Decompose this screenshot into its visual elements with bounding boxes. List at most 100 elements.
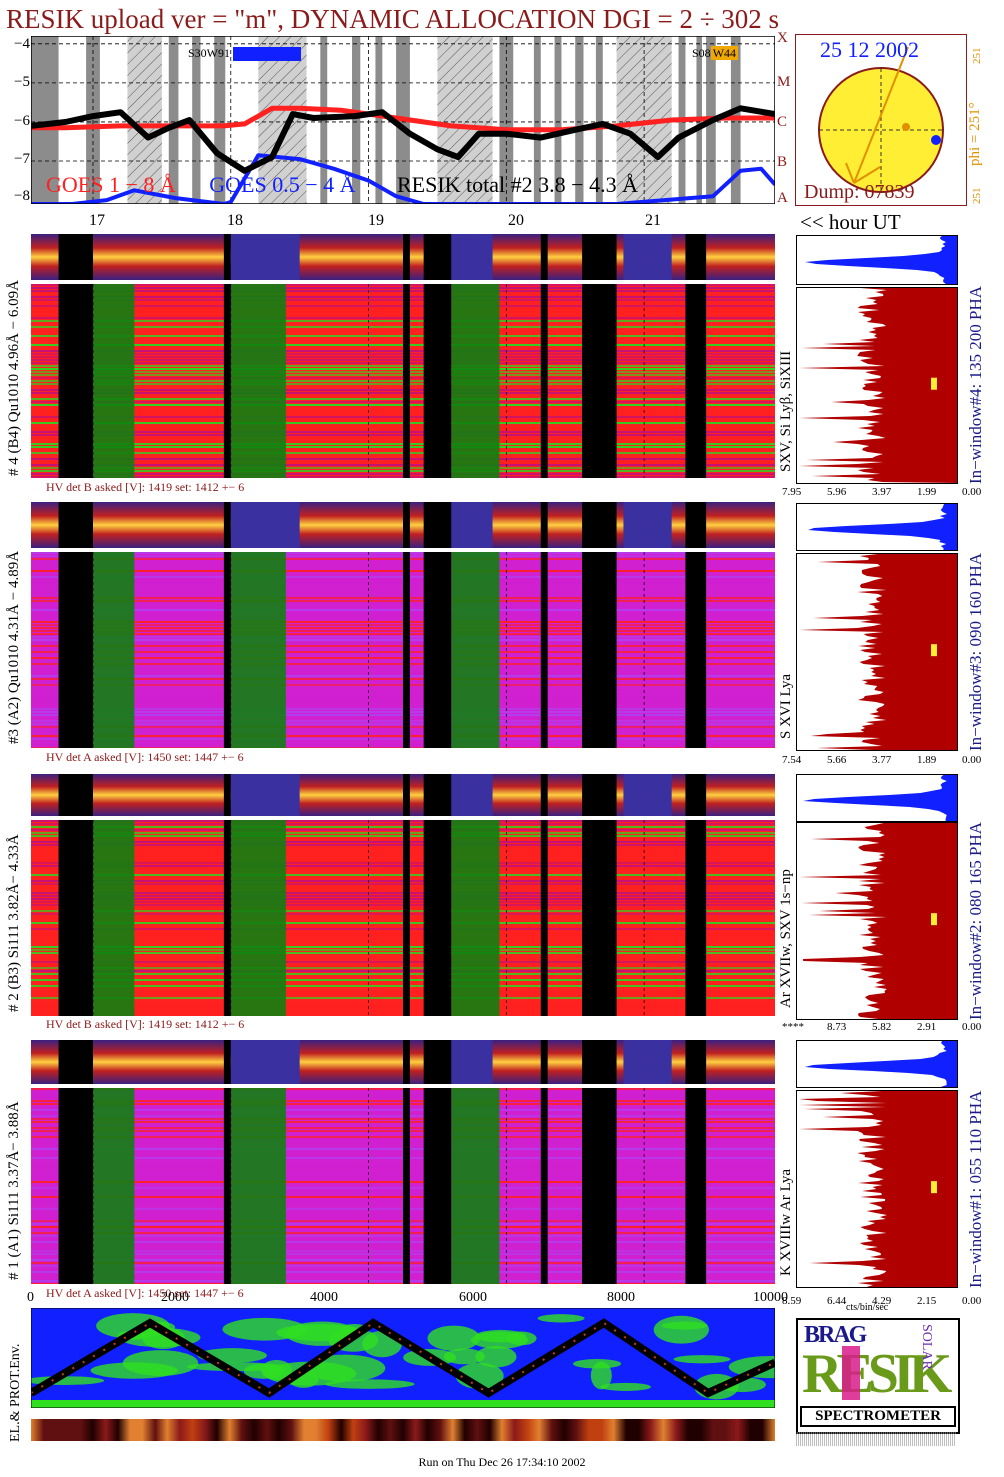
env-x-tick: 2000 [161,1290,189,1305]
pha-spectrum-fill [808,504,957,550]
pha-tick: 0.00 [962,1021,982,1033]
series-line-1 [31,153,775,204]
channel-2-overview-strip [31,774,775,816]
low-count-band [93,1088,135,1284]
quiet-band [444,234,493,280]
channel-2-window-label: In−window#2: 080 165 PHA [966,821,985,1020]
channel-4-window-label: In−window#4: 135 200 PHA [966,285,985,484]
page-title: RESIK upload ver = "m", DYNAMIC ALLOCATI… [6,4,780,34]
channel-2-pha-spectrum [796,774,958,822]
goes-lightcurve-plot [31,36,775,204]
pha-tick: 7.54 [782,754,802,766]
run-timestamp: Run on Thu Dec 26 17:34:10 2002 [418,1455,586,1469]
pha-tick: 8.73 [827,1021,847,1033]
pha-tick: 0.00 [962,754,982,766]
data-gap-band [423,234,452,280]
class-m: M [777,74,791,90]
data-gap-band [582,502,617,548]
marker-right-badge: W44 [710,46,739,60]
env-flux-patch [653,1315,709,1344]
data-gap-band [168,36,179,204]
env-flux-patch [475,1346,517,1368]
sun-date: 25 12 2002 [820,37,919,62]
in-window-marker [931,644,937,657]
sun-disk-panel: 25 12 2002 Dump: 07839 [795,34,967,206]
data-gap-band [223,820,231,1016]
channel-1-label: # 1 (A1) Si111 3.37Å− 3.88Å [6,1101,22,1280]
logo-spectrometer: SPECTROMETER [800,1406,956,1427]
low-count-band [230,820,286,1016]
data-gap-band [540,774,548,816]
data-gap-band [540,1088,548,1284]
data-gap-band [58,552,93,748]
sun-disk [818,46,944,193]
channel-4-hv-note: HV det B asked [V]: 1419 set: 1412 +− 6 [46,480,245,494]
low-count-band [451,284,500,478]
in-window-marker [931,377,937,390]
pha-tick: 3.97 [872,486,892,498]
pha-tick: 5.82 [872,1021,892,1033]
histogram-fill [799,823,957,1019]
channel-2-lines-label: Ar XVIIw, SXV 1s−np [778,869,794,1008]
channel-3-window-label: In−window#3: 090 160 PHA [966,552,985,751]
data-gap-band [685,820,707,1016]
data-gap-band [685,1088,707,1284]
channel-3-overview-strip [31,502,775,548]
data-gap-band [575,36,584,204]
data-gap-band [423,284,452,478]
data-gap-band [223,502,231,548]
goes-y-tick: −4 [14,36,30,52]
data-gap-band [685,502,707,548]
channel-1-count-histogram [796,1090,958,1288]
channel-3-spectrogram [31,552,775,748]
data-gap-band [685,234,707,280]
data-gap-band [31,36,59,204]
quiet-band [230,1040,300,1084]
quiet-band [623,234,672,280]
low-count-band [451,820,500,1016]
low-count-band [93,820,135,1016]
env-flux-patch [222,1317,307,1341]
env-flux-patch [324,1379,415,1389]
data-gap-band [403,820,410,1016]
data-gap-band [582,234,617,280]
data-gap-band [685,284,707,478]
channel-4-overview-strip [31,234,775,280]
channel-1-overview-strip [31,1040,775,1084]
goes-y-tick: −8 [14,188,30,204]
hour-axis: 17 18 19 20 21 [31,212,775,234]
class-x: X [777,30,788,46]
in-window-marker [931,1181,937,1194]
data-gap-band [223,774,231,816]
env-x-axis: 0 2000 4000 6000 8000 10000 [27,1290,788,1308]
data-gap-band [582,284,617,478]
env-strip [31,1419,775,1441]
data-gap-band [582,774,617,816]
quiet-band [444,502,493,548]
pha-tick: 0.00 [962,1295,982,1307]
data-gap-band [554,36,562,204]
data-gap-band [582,820,617,1016]
hour-label: 17 [89,212,105,229]
data-gap-band [595,36,603,204]
data-gap-band [223,234,231,280]
env-flux-patch [600,1382,652,1391]
orbit-track-highlight [31,1321,775,1395]
channel-3-lines-label: S XVI Lya [778,674,794,739]
hour-axis-title: << hour UT [800,210,901,234]
data-gap-band [540,234,548,280]
data-gap-band [352,36,361,204]
low-count-band [230,1088,286,1284]
env-x-tick: 0 [27,1290,34,1305]
legend-goes-short: GOES 0.5 − 4 Å [209,172,356,197]
goes-y-tick: −6 [14,113,30,129]
legend-resik: RESIK total #2 3.8 − 4.3 Å [397,172,638,197]
env-label: EL.& PROT.Env. [8,1343,23,1442]
quiet-band [623,1040,672,1084]
class-b: B [777,154,788,170]
channel-1-lines-label: K XVIIIw Ar Lya [778,1168,794,1276]
channel-2-label: # 2 (B3) Si111 3.82Å− 4.33Å [6,834,22,1012]
env-flux-patch [443,1348,485,1365]
channel-3-count-histogram [796,553,958,751]
channel-4-label: # 4 (B4) Qu1010 4.96Å − 6.09Å [6,280,22,476]
